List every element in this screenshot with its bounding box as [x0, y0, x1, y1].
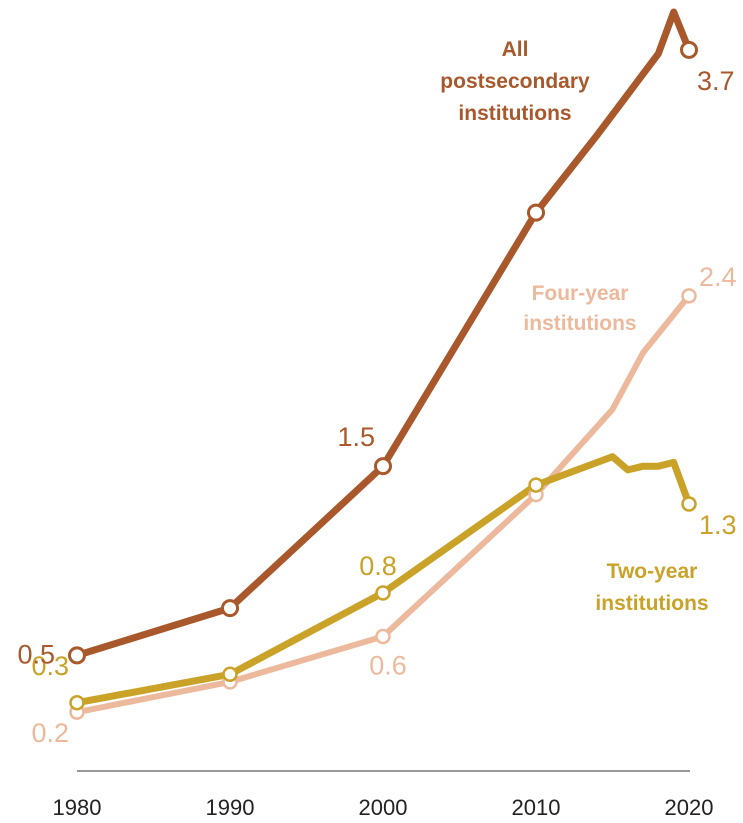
data-point-marker [374, 457, 392, 476]
x-axis-ticks: 1980 1990 2000 2010 2020 [53, 795, 714, 820]
data-label: 0.3 [31, 651, 69, 681]
data-point-marker [680, 40, 698, 59]
data-label: 0.6 [369, 650, 407, 680]
data-label: 0.8 [359, 551, 397, 581]
data-point-marker [375, 585, 391, 601]
data-point-marker [681, 496, 697, 512]
data-point-marker [527, 203, 545, 222]
data-label: 2.4 [699, 262, 737, 292]
series-line-two [73, 453, 693, 707]
series-label-four: Four-year [532, 282, 629, 305]
data-label: 0.2 [31, 718, 69, 748]
series-line-all [73, 8, 693, 659]
series-label-all: institutions [458, 102, 571, 125]
data-point-marker [222, 666, 238, 683]
data-point-marker [375, 628, 391, 645]
data-label: 0.5 [17, 639, 55, 669]
data-label: 1.3 [699, 510, 737, 540]
series-label-all: postsecondary [440, 70, 590, 93]
data-point-marker [68, 646, 86, 665]
x-tick-label: 2020 [665, 795, 714, 820]
data-point-marker [528, 477, 544, 493]
series-markers [68, 40, 698, 720]
series-labels: Four-year institutions Two-year institution… [440, 38, 708, 615]
data-point-marker [221, 599, 239, 618]
series-label-two: institutions [595, 592, 708, 615]
data-point-marker [69, 694, 85, 711]
series-label-four: institutions [523, 312, 636, 335]
series-label-all: All [502, 38, 529, 61]
data-point-marker [681, 288, 697, 304]
data-labels: 0.2 0.6 2.4 0.3 0.8 1.3 0.5 1.5 3.7 [17, 66, 736, 748]
data-label: 3.7 [697, 66, 735, 96]
x-tick-label: 1990 [206, 795, 255, 820]
x-tick-label: 1980 [53, 795, 102, 820]
x-tick-label: 2000 [359, 795, 408, 820]
data-label: 1.5 [337, 422, 375, 452]
x-tick-label: 2010 [512, 795, 561, 820]
series-label-two: Two-year [607, 560, 698, 583]
